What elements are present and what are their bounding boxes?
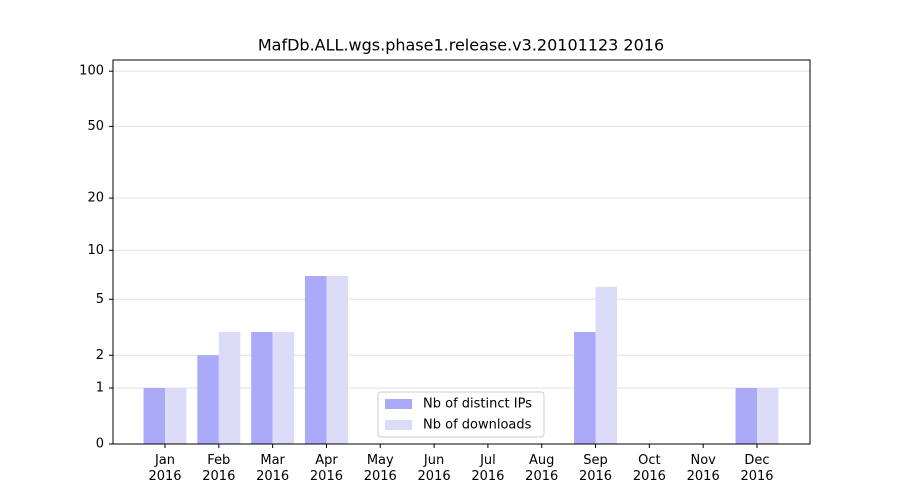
- plot-frame: [112, 59, 811, 445]
- y-tick-label: 0: [96, 437, 104, 452]
- x-tick-label: Nov 2016: [686, 453, 720, 484]
- x-tick-label: May 2016: [363, 453, 397, 484]
- legend-box: [377, 391, 545, 438]
- chart-title: MafDb.ALL.wgs.phase1.release.v3.20101123…: [258, 36, 664, 55]
- x-tick-label: Dec 2016: [740, 453, 774, 484]
- y-tick-label: 5: [96, 292, 104, 307]
- x-tick-label: Jan 2016: [148, 453, 182, 484]
- x-tick-label: Mar 2016: [256, 453, 290, 484]
- x-tick-label: Aug 2016: [525, 453, 559, 484]
- bar: [326, 276, 348, 444]
- x-tick-label: Feb 2016: [202, 453, 236, 484]
- bar: [574, 332, 596, 444]
- x-tick-label: Jul 2016: [471, 453, 505, 484]
- x-tick-label: Oct 2016: [632, 453, 666, 484]
- y-tick-label: 50: [87, 119, 104, 134]
- x-tick-label: Jun 2016: [417, 453, 451, 484]
- bar: [304, 276, 327, 444]
- bar: [595, 286, 618, 444]
- legend-swatch: [385, 420, 412, 430]
- bar: [218, 332, 241, 444]
- y-tick-label: 10: [87, 243, 104, 258]
- legend-label: Nb of distinct IPs: [423, 397, 532, 412]
- y-tick-label: 1: [96, 381, 104, 396]
- x-tick-label: Apr 2016: [309, 453, 343, 484]
- bar: [165, 388, 187, 444]
- bar: [272, 332, 295, 444]
- y-tick-label: 2: [96, 348, 104, 363]
- legend-swatch: [385, 399, 412, 409]
- y-tick-label: 100: [79, 64, 104, 79]
- y-tick-label: 20: [87, 191, 104, 206]
- bar: [251, 332, 273, 444]
- bar: [197, 355, 219, 444]
- legend-label: Nb of downloads: [423, 418, 532, 433]
- x-tick-label: Sep 2016: [578, 453, 613, 484]
- bar: [143, 388, 165, 444]
- bar: [735, 388, 757, 444]
- bar: [757, 388, 779, 444]
